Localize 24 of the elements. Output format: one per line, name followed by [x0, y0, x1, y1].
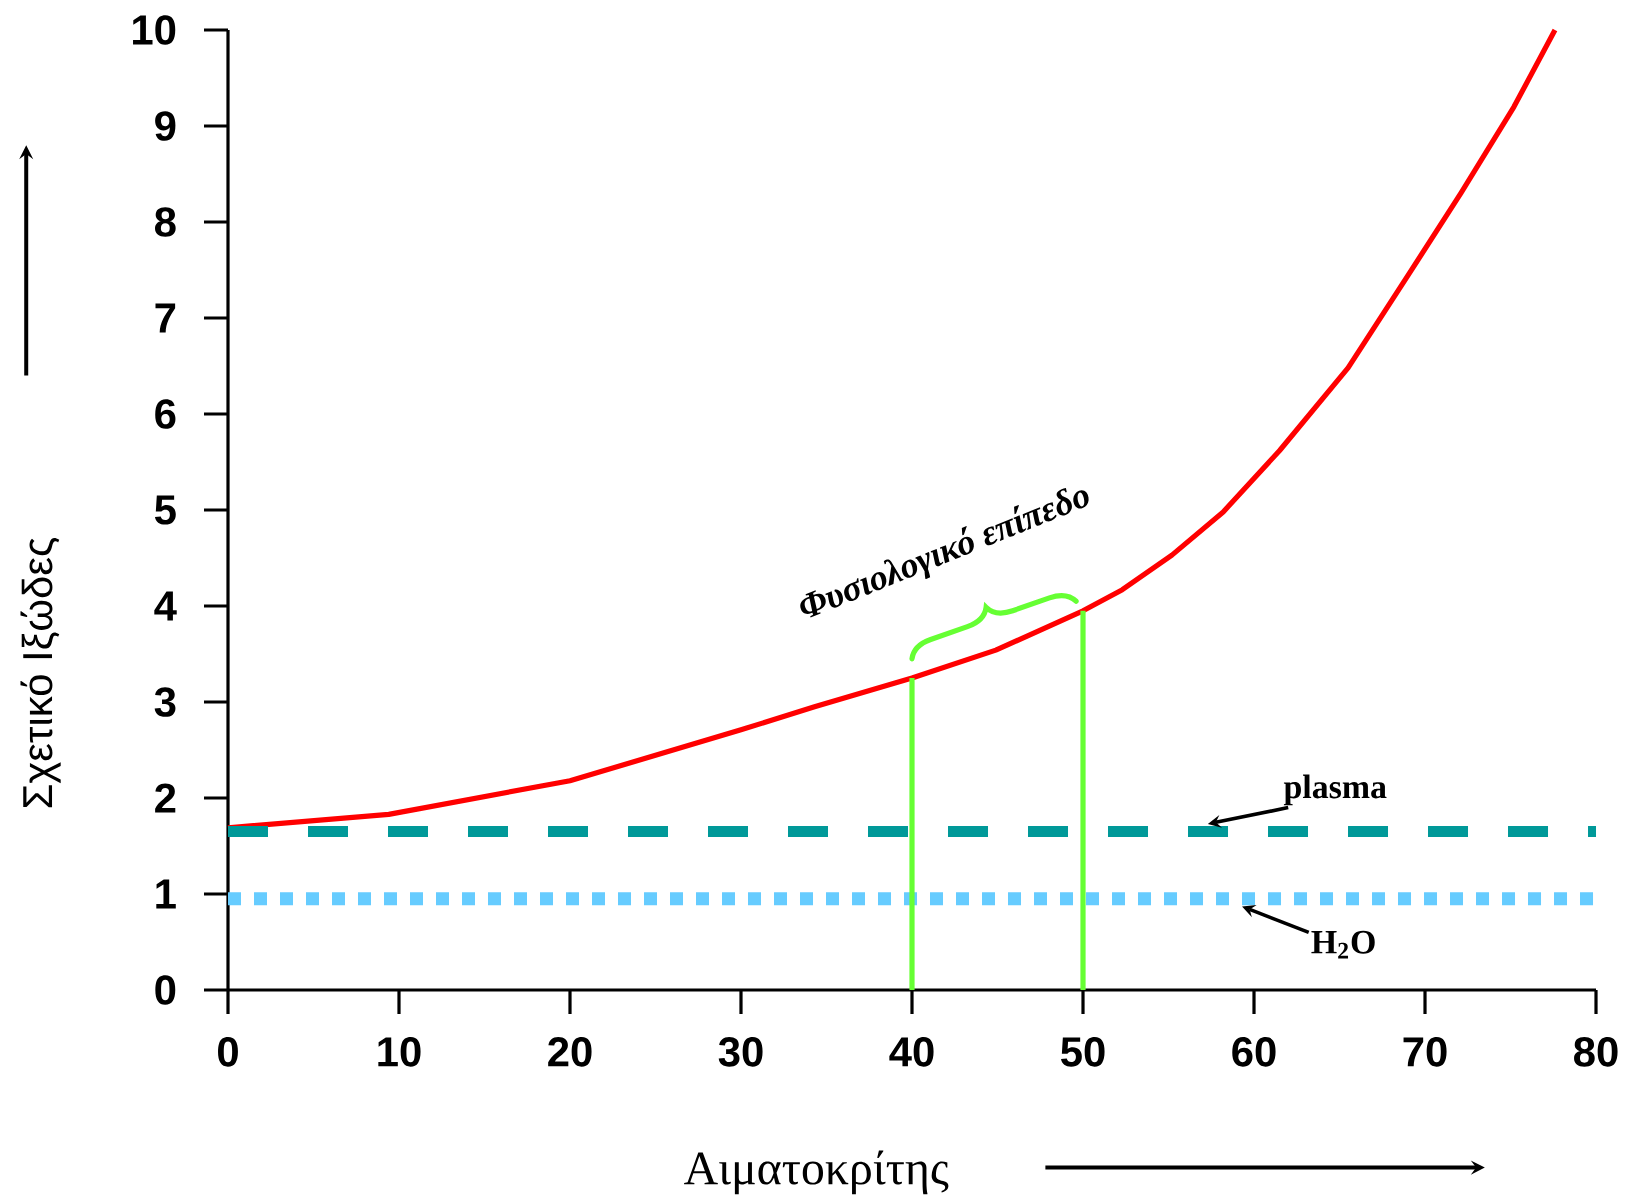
y-tick-label: 4 — [154, 591, 177, 621]
y-tick-label: 1 — [156, 879, 176, 909]
x-axis-title: Αιματοκρίτης — [684, 1150, 949, 1195]
y-tick-label: 10 — [133, 15, 176, 45]
series-label: H$_{2}$O — [1311, 930, 1375, 959]
y-tick-label: 6 — [155, 399, 176, 429]
x-tick-label: 10 — [378, 1037, 421, 1067]
y-tick-label: 7 — [155, 303, 176, 333]
series-label: plasma — [1283, 774, 1387, 806]
y-axis-title: Σχετικό Ιξώδες — [20, 538, 61, 808]
x-tick-label: 0 — [218, 1037, 238, 1067]
y-tick-label: 9 — [155, 111, 176, 141]
y-tick-label: 5 — [154, 495, 176, 525]
x-tick-label: 80 — [1574, 1037, 1618, 1067]
x-tick-label: 20 — [548, 1037, 592, 1067]
y-tick-label: 0 — [155, 975, 176, 1005]
x-tick-label: 70 — [1403, 1037, 1447, 1067]
x-tick-label: 40 — [889, 1037, 934, 1067]
y-tick-label: 8 — [155, 207, 176, 237]
y-tick-label: 3 — [154, 687, 176, 717]
x-tick-label: 60 — [1232, 1037, 1276, 1067]
x-tick-label: 30 — [718, 1037, 763, 1067]
x-tick-label: 50 — [1061, 1037, 1105, 1067]
y-tick-label: 2 — [155, 783, 176, 813]
